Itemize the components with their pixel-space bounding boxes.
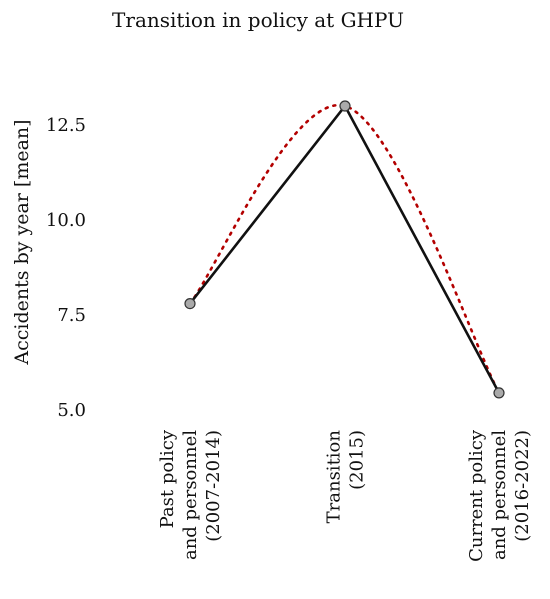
y-axis-label: Accidents by year [mean] [11, 119, 33, 365]
series-line-layer [188, 103, 501, 394]
smooth-fit-curve [188, 103, 501, 395]
x-category-label-line: and personnel [180, 430, 201, 560]
data-point [184, 298, 196, 310]
data-points [184, 100, 505, 399]
x-category-labels: Past policy and personnel (2007-2014) Trans… [157, 429, 533, 562]
x-category-label-line: and personnel [489, 430, 510, 560]
data-point [493, 387, 505, 399]
series-line [188, 103, 501, 394]
x-category-label-line: Current policy [466, 429, 487, 562]
smooth-fit-layer [188, 103, 501, 395]
x-category-label-line: (2007-2014) [203, 430, 224, 542]
chart-title: Transition in policy at GHPU [112, 8, 404, 32]
x-category-label: Current policy and personnel (2016-2022) [466, 429, 533, 562]
y-tick-label: 7.5 [57, 305, 86, 326]
data-point [339, 100, 351, 112]
x-category-label-line: (2016-2022) [512, 430, 533, 542]
x-category-label-line: (2015) [347, 430, 368, 490]
x-category-label: Past policy and personnel (2007-2014) [157, 429, 224, 560]
x-category-label-line: Past policy [157, 429, 178, 528]
x-category-label: Transition (2015) [324, 430, 368, 524]
y-tick-label: 10.0 [46, 210, 86, 231]
x-category-label-line: Transition [324, 430, 345, 524]
y-tick-label: 5.0 [57, 400, 86, 421]
y-tick-label: 12.5 [46, 115, 86, 136]
y-ticks: 5.0 7.5 10.0 12.5 [46, 115, 86, 421]
